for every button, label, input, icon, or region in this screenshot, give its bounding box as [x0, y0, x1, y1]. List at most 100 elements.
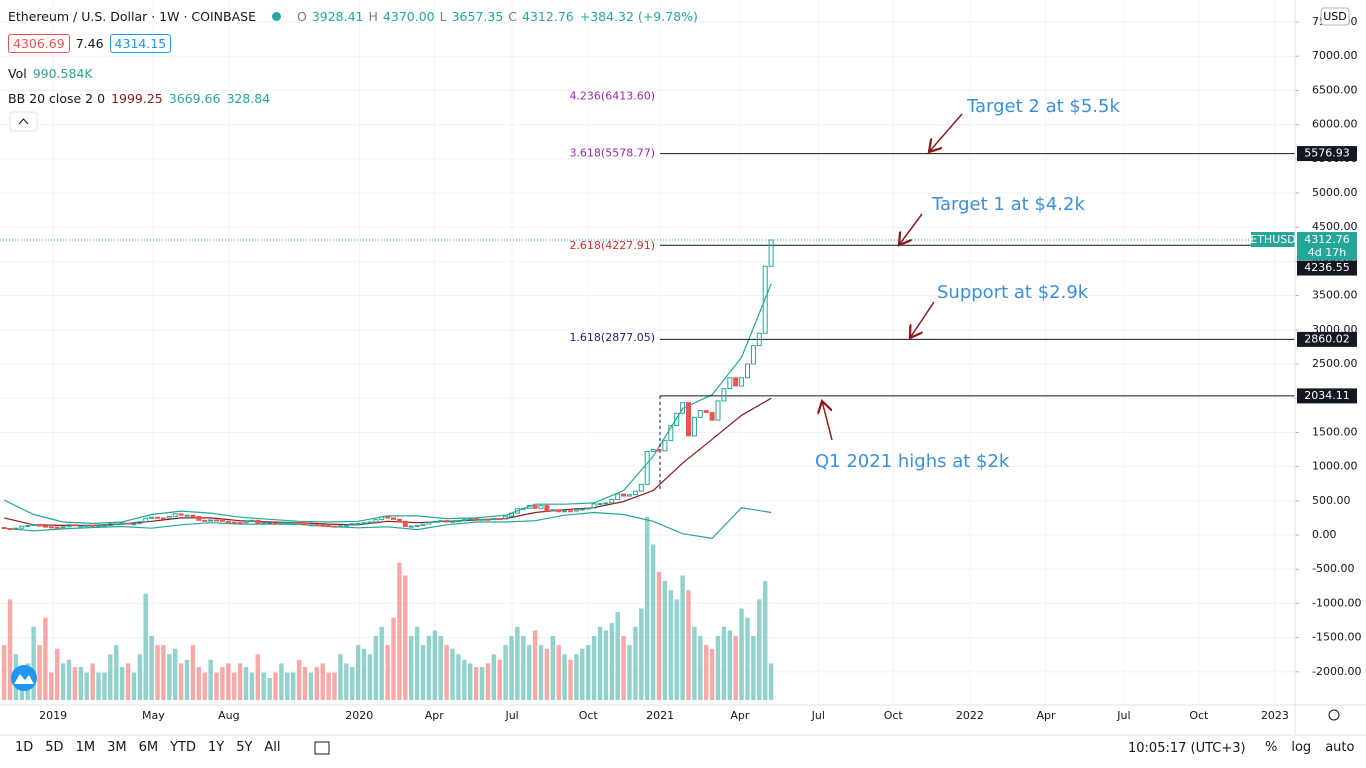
collapse-icon [18, 118, 29, 125]
option-button[interactable]: log [1291, 740, 1312, 755]
settings-icon[interactable] [1328, 709, 1340, 721]
range-button[interactable]: 3M [107, 740, 127, 755]
volume-bar [409, 635, 414, 700]
volume-bar [119, 667, 125, 700]
volume-bar [721, 626, 727, 700]
volume-bar [391, 617, 396, 700]
candle [721, 388, 727, 402]
volume-bar [650, 544, 656, 700]
collapse-button[interactable] [9, 111, 38, 132]
volume-bar [550, 635, 556, 700]
x-tick-label: Oct [1189, 709, 1209, 722]
range-button[interactable]: 1M [75, 740, 96, 755]
candle [703, 410, 709, 414]
volume-bar [704, 645, 709, 700]
volume-bar [403, 575, 408, 700]
annotation: Support at $2.9k [937, 282, 1089, 303]
x-tick-label: Oct [884, 709, 904, 722]
volume-bar [361, 648, 367, 700]
volume-bar [385, 645, 390, 700]
volume-bar [538, 645, 544, 700]
symbol-title: Ethereum / U.S. Dollar · 1W · COINBASE [8, 9, 256, 24]
candle [367, 521, 373, 524]
candle [467, 518, 473, 521]
annotation: Q1 2021 highs at $2k [815, 451, 1010, 472]
range-button[interactable]: 6M [138, 740, 159, 755]
currency-box[interactable] [1320, 7, 1350, 26]
volume-bar [597, 626, 603, 700]
candle [190, 514, 196, 518]
candle [756, 332, 762, 347]
candle [556, 509, 562, 513]
volume-bar [556, 645, 561, 700]
candle [149, 516, 155, 519]
candle [461, 518, 467, 522]
candle [432, 520, 438, 523]
candle [739, 377, 745, 387]
candle [426, 521, 432, 525]
candle [414, 524, 420, 527]
y-tick-label: 2500.00 [1312, 357, 1358, 370]
volume-bar [668, 590, 674, 700]
volume-bar [249, 672, 255, 700]
candle [727, 377, 733, 390]
range-bar: 1D 5D 1M 3M 6M YTD 1Y 5Y All [10, 740, 286, 755]
bid[interactable]: 4306.69 [8, 34, 70, 53]
x-tick-label: May [142, 709, 165, 722]
option-button[interactable]: auto [1325, 740, 1355, 755]
volume-bar [751, 635, 756, 700]
candle [514, 508, 520, 514]
date-range-icon[interactable] [314, 741, 330, 755]
ohlc-value: 4312.76 [522, 9, 574, 24]
range-button[interactable]: YTD [170, 740, 196, 755]
bb-basis [3, 397, 772, 526]
x-tick-label: 2023 [1261, 709, 1289, 722]
volume-bar [149, 635, 154, 700]
range-button[interactable]: 5Y [236, 740, 253, 755]
header: Ethereum / U.S. Dollar · 1W · COINBASE O… [8, 9, 698, 24]
spread: 7.46 [75, 36, 104, 51]
y-tick-label: 6500.00 [1312, 83, 1358, 96]
volume-legend: Vol 990.584K [8, 66, 93, 81]
candle [750, 345, 756, 365]
volume-bar [580, 648, 585, 700]
volume-bar [739, 608, 744, 700]
candle [497, 518, 503, 521]
volume-bar [639, 608, 644, 700]
candle [66, 524, 72, 528]
ask[interactable]: 4314.15 [109, 34, 172, 53]
volume-bar [202, 672, 207, 700]
volume-bar [37, 645, 42, 700]
option-button[interactable]: % [1265, 740, 1278, 755]
ohlc-key: H [368, 9, 378, 24]
volume-bar [432, 630, 438, 700]
candle [408, 525, 414, 528]
range-button[interactable]: 1D [15, 740, 34, 755]
last-symbol: ETHUSD [1250, 233, 1295, 246]
volume-bar [214, 672, 219, 700]
volume-bar [586, 645, 591, 700]
y-tick-label: -1000.00 [1312, 596, 1361, 609]
volume-bar [686, 590, 691, 700]
range-button[interactable]: 5D [45, 740, 64, 755]
candle [733, 377, 739, 387]
candle [54, 526, 60, 529]
candle [532, 505, 538, 509]
annotation: Target 2 at $5.5k [967, 96, 1120, 117]
bb-lower [4, 507, 772, 540]
volume-bar [745, 617, 750, 700]
candle [278, 522, 284, 525]
range-button[interactable]: 1Y [207, 740, 225, 755]
volume-bar [78, 667, 84, 700]
candle [438, 520, 444, 523]
x-tick-label: 2022 [956, 709, 984, 722]
bb-basis: 1999.25 [111, 91, 163, 106]
y-tick-label: 5000.00 [1312, 186, 1358, 199]
candle [562, 510, 568, 513]
candle [166, 516, 172, 519]
volume-bar [243, 667, 249, 700]
x-tick-label: Jul [1116, 709, 1130, 722]
range-button[interactable]: All [264, 740, 281, 755]
candle [391, 517, 397, 520]
volume-bar [367, 654, 373, 700]
